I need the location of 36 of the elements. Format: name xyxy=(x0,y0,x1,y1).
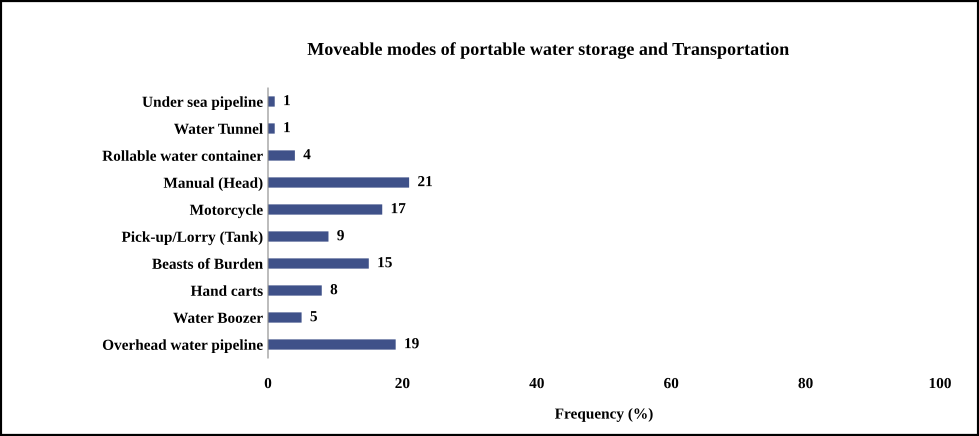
y-tick-label: Pick-up/Lorry (Tank) xyxy=(122,231,262,246)
x-axis-title: Frequency (%) xyxy=(554,408,653,422)
y-tick-label: Water Tunnel xyxy=(174,123,263,134)
x-tick-label: 40 xyxy=(529,378,544,388)
x-tick-label: 60 xyxy=(664,378,678,388)
bar xyxy=(268,150,295,161)
y-tick-label: Rollable water container xyxy=(102,150,263,161)
x-tick-label: 80 xyxy=(798,378,813,388)
data-label: 19 xyxy=(405,338,419,348)
y-tick-label: Beasts of Burden xyxy=(152,258,263,269)
bar xyxy=(268,204,382,215)
chart-title: Moveable modes of portable water storage and Transportation xyxy=(308,42,789,59)
data-label: 8 xyxy=(330,284,338,294)
bar xyxy=(268,285,322,296)
bar xyxy=(268,312,302,323)
y-tick-label: Motorcycle xyxy=(190,204,263,218)
bar xyxy=(268,231,328,242)
y-tick-label: Overhead water pipeline xyxy=(102,339,263,354)
bar xyxy=(268,258,369,269)
data-label: 1 xyxy=(284,122,290,132)
data-label: 4 xyxy=(303,149,311,160)
x-tick-label: 100 xyxy=(930,378,951,388)
data-label: 15 xyxy=(378,257,392,268)
data-label: 9 xyxy=(337,230,344,240)
data-label: 17 xyxy=(392,203,406,214)
y-tick-label: Manual (Head) xyxy=(164,177,262,192)
data-label: 5 xyxy=(310,311,318,322)
bar xyxy=(268,339,396,350)
y-tick-label: Hand carts xyxy=(190,285,263,296)
data-label: 1 xyxy=(284,95,290,106)
x-tick-label: 0 xyxy=(264,378,272,388)
x-tick-label: 20 xyxy=(395,378,410,388)
y-tick-label: Water Boozer xyxy=(173,312,263,324)
y-tick-label: Under sea pipeline xyxy=(142,96,263,110)
bar xyxy=(268,177,410,188)
data-label: 21 xyxy=(418,176,432,186)
